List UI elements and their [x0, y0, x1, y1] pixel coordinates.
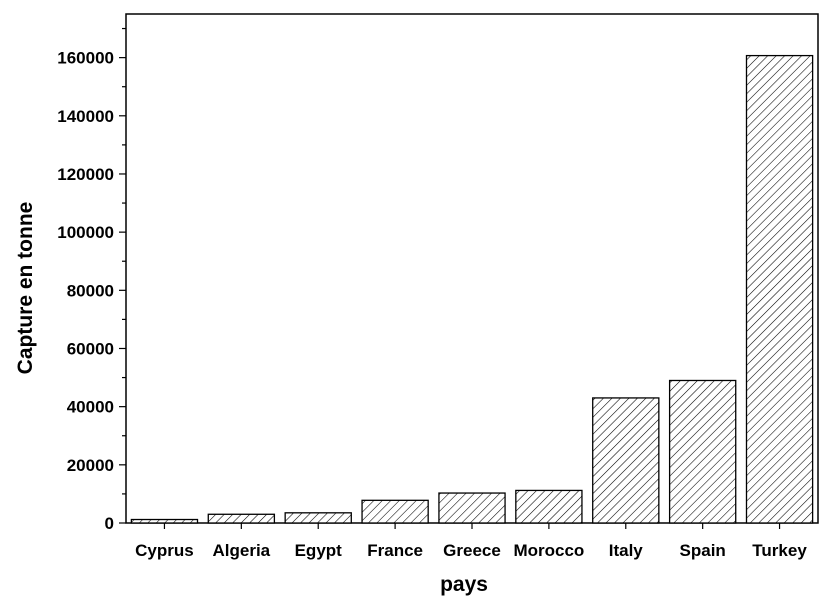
x-tick-label: France [367, 541, 423, 560]
bars [130, 54, 814, 524]
x-tick-label: Egypt [295, 541, 343, 560]
y-axis: 0 20000 40000 60000 80000 100000 120000 140000 1… [57, 27, 126, 533]
x-tick-label: Greece [443, 541, 501, 560]
y-tick-label: 160000 [57, 49, 114, 68]
y-tick-label: 40000 [67, 398, 114, 417]
bar-egypt [284, 512, 352, 524]
bar-italy [592, 397, 660, 524]
x-axis: Cyprus Algeria Egypt France Greece Morocco Ita… [135, 523, 807, 560]
y-tick-label: 120000 [57, 165, 114, 184]
y-tick-label: 20000 [67, 456, 114, 475]
bar-greece [438, 492, 506, 524]
y-tick-label: 140000 [57, 107, 114, 126]
x-tick-label: Spain [680, 541, 726, 560]
x-tick-label: Morocco [513, 541, 584, 560]
plot-border [125, 13, 819, 524]
x-axis-title: pays [440, 573, 488, 596]
bar-morocco [515, 489, 583, 524]
x-tick-label: Turkey [752, 541, 807, 560]
y-tick-label: 60000 [67, 339, 114, 358]
bar-cyprus [130, 518, 199, 524]
x-tick-label: Algeria [213, 541, 271, 560]
y-tick-label: 0 [105, 514, 114, 533]
bar-france [361, 499, 429, 524]
bar-turkey [745, 54, 814, 524]
y-tick-label: 100000 [57, 223, 114, 242]
y-axis-title: Capture en tonne [14, 202, 37, 375]
x-tick-label: Cyprus [135, 541, 194, 560]
bar-algeria [207, 513, 276, 524]
y-tick-label: 80000 [67, 281, 114, 300]
plot-frame [125, 13, 819, 524]
x-tick-label: Italy [609, 541, 644, 560]
bar-spain [668, 379, 737, 524]
